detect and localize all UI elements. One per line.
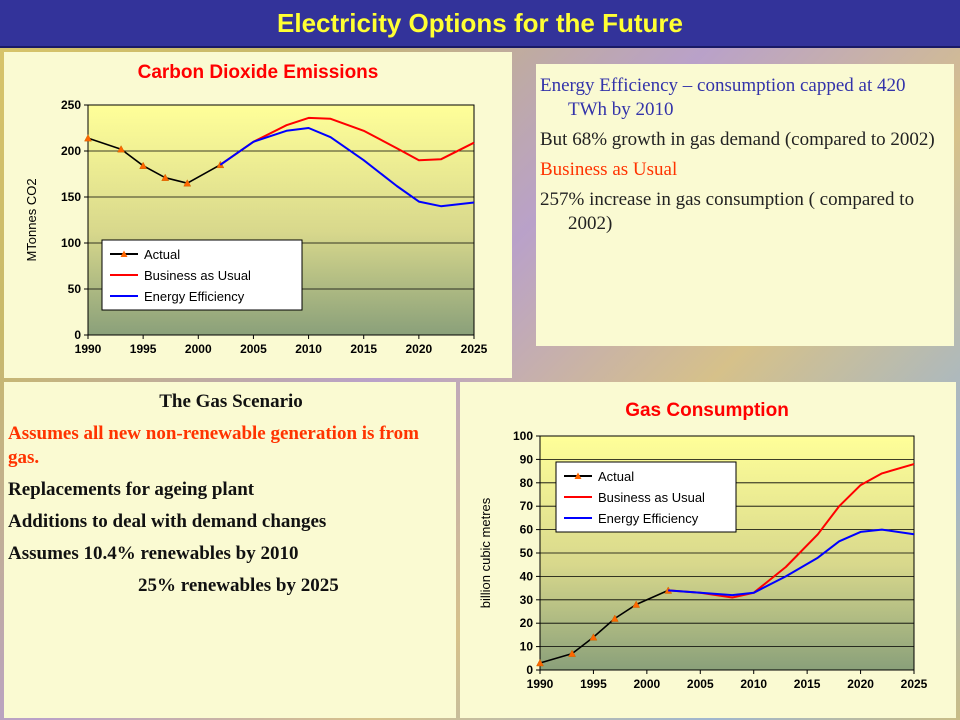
co2-legend-label-actual: Actual — [144, 247, 180, 262]
co2-series-business-as-usual — [219, 116, 475, 166]
gas-demand-growth-note: But 68% growth in gas demand (compared t… — [540, 129, 935, 150]
co2-y-tick-label: 0 — [74, 328, 81, 342]
gas-scenario-heading: The Gas Scenario — [159, 391, 303, 412]
gas-x-tick-label: 1990 — [527, 677, 554, 691]
co2-y-tick-label: 50 — [68, 282, 82, 296]
co2-actual-point — [84, 134, 92, 142]
renewables-2025-note: 25% renewables by 2025 — [138, 575, 339, 596]
title-bar: Electricity Options for the Future — [0, 0, 960, 48]
gas-x-tick-label: 2020 — [847, 677, 874, 691]
gas-series-energy-efficiency — [668, 528, 915, 597]
co2-legend-label-business-as-usual: Business as Usual — [144, 268, 251, 283]
gas-legend-label-business-as-usual: Business as Usual — [598, 490, 705, 505]
gas-actual-point — [568, 649, 576, 657]
gas-consumption-chart: Gas Consumption 0 10 20 30 40 50 60 70 80 90 100 199… — [478, 400, 928, 691]
gas-y-tick-label: 80 — [520, 476, 534, 490]
co2-y-tick-label: 200 — [61, 144, 81, 158]
co2-x-tick-label: 1990 — [75, 342, 102, 356]
scenario-info-box: Energy Efficiency – consumption capped a… — [536, 64, 954, 346]
gas-y-tick-label: 30 — [520, 593, 534, 607]
energy-efficiency-note: Energy Efficiency – consumption capped a… — [540, 75, 906, 120]
gas-x-tick-label: 2005 — [687, 677, 714, 691]
co2-x-tick-label: 2020 — [406, 342, 433, 356]
gas-actual-point — [589, 633, 598, 641]
gas-y-tick-label: 70 — [520, 499, 534, 513]
additions-note: Additions to deal with demand changes — [8, 511, 327, 532]
gas-y-tick-label: 0 — [526, 663, 533, 677]
gas-legend-label-actual: Actual — [598, 469, 634, 484]
gas-x-tick-label: 2010 — [740, 677, 767, 691]
gas-actual-point — [536, 658, 544, 667]
renewables-2010-note: Assumes 10.4% renewables by 2010 — [8, 543, 299, 564]
gas-x-tick-label: 1995 — [580, 677, 607, 691]
co2-actual-point — [183, 179, 192, 187]
gas-x-tick-label: 2025 — [901, 677, 928, 691]
gas-x-tick-label: 2015 — [794, 677, 821, 691]
co2-x-tick-label: 2000 — [185, 342, 212, 356]
gas-y-tick-label: 100 — [513, 429, 533, 443]
gas-actual-point — [632, 600, 641, 608]
gas-y-tick-label: 50 — [520, 546, 534, 560]
replacements-note: Replacements for ageing plant — [8, 479, 255, 500]
co2-legend-label-energy-efficiency: Energy Efficiency — [144, 289, 245, 304]
gas-y-tick-label: 40 — [520, 569, 534, 583]
co2-y-axis-label: MTonnes CO2 — [24, 178, 39, 261]
co2-x-tick-label: 2015 — [350, 342, 377, 356]
co2-series-energy-efficiency — [219, 127, 475, 208]
co2-legend-marker — [120, 250, 128, 257]
gas-legend-label-energy-efficiency: Energy Efficiency — [598, 511, 699, 526]
gas-y-tick-label: 90 — [520, 452, 534, 466]
gas-consumption-increase-note: 257% increase in gas consumption ( compa… — [540, 189, 915, 234]
business-as-usual-heading: Business as Usual — [540, 159, 678, 180]
gas-series-business-as-usual — [668, 463, 915, 599]
co2-emissions-chart: Carbon Dioxide Emissions 0 50 100 150 200 250 1… — [24, 62, 488, 356]
co2-series-actual — [87, 137, 221, 184]
co2-y-tick-label: 150 — [61, 190, 81, 204]
gas-scenario-box: The Gas Scenario Assumes all new non-ren… — [4, 382, 456, 718]
gas-series-actual — [539, 589, 669, 664]
gas-legend-marker — [574, 472, 582, 479]
gas-y-axis-label: billion cubic metres — [478, 497, 493, 608]
co2-x-tick-label: 2010 — [295, 342, 322, 356]
co2-y-tick-label: 250 — [61, 98, 81, 112]
page-title: Electricity Options for the Future — [277, 8, 683, 38]
gas-y-tick-label: 20 — [520, 616, 534, 630]
assumption-gas-generation: Assumes all new non-renewable generation… — [8, 423, 419, 468]
co2-x-tick-label: 1995 — [130, 342, 157, 356]
co2-actual-point — [161, 173, 170, 181]
co2-actual-point — [139, 161, 148, 169]
co2-chart-title: Carbon Dioxide Emissions — [138, 62, 379, 83]
co2-y-tick-label: 100 — [61, 236, 81, 250]
gas-x-tick-label: 2000 — [634, 677, 661, 691]
co2-x-tick-label: 2005 — [240, 342, 267, 356]
gas-actual-point — [610, 614, 619, 622]
gas-chart-title: Gas Consumption — [625, 400, 789, 421]
co2-actual-point — [117, 145, 126, 153]
co2-x-tick-label: 2025 — [461, 342, 488, 356]
gas-y-tick-label: 60 — [520, 523, 534, 537]
gas-y-tick-label: 10 — [520, 640, 534, 654]
